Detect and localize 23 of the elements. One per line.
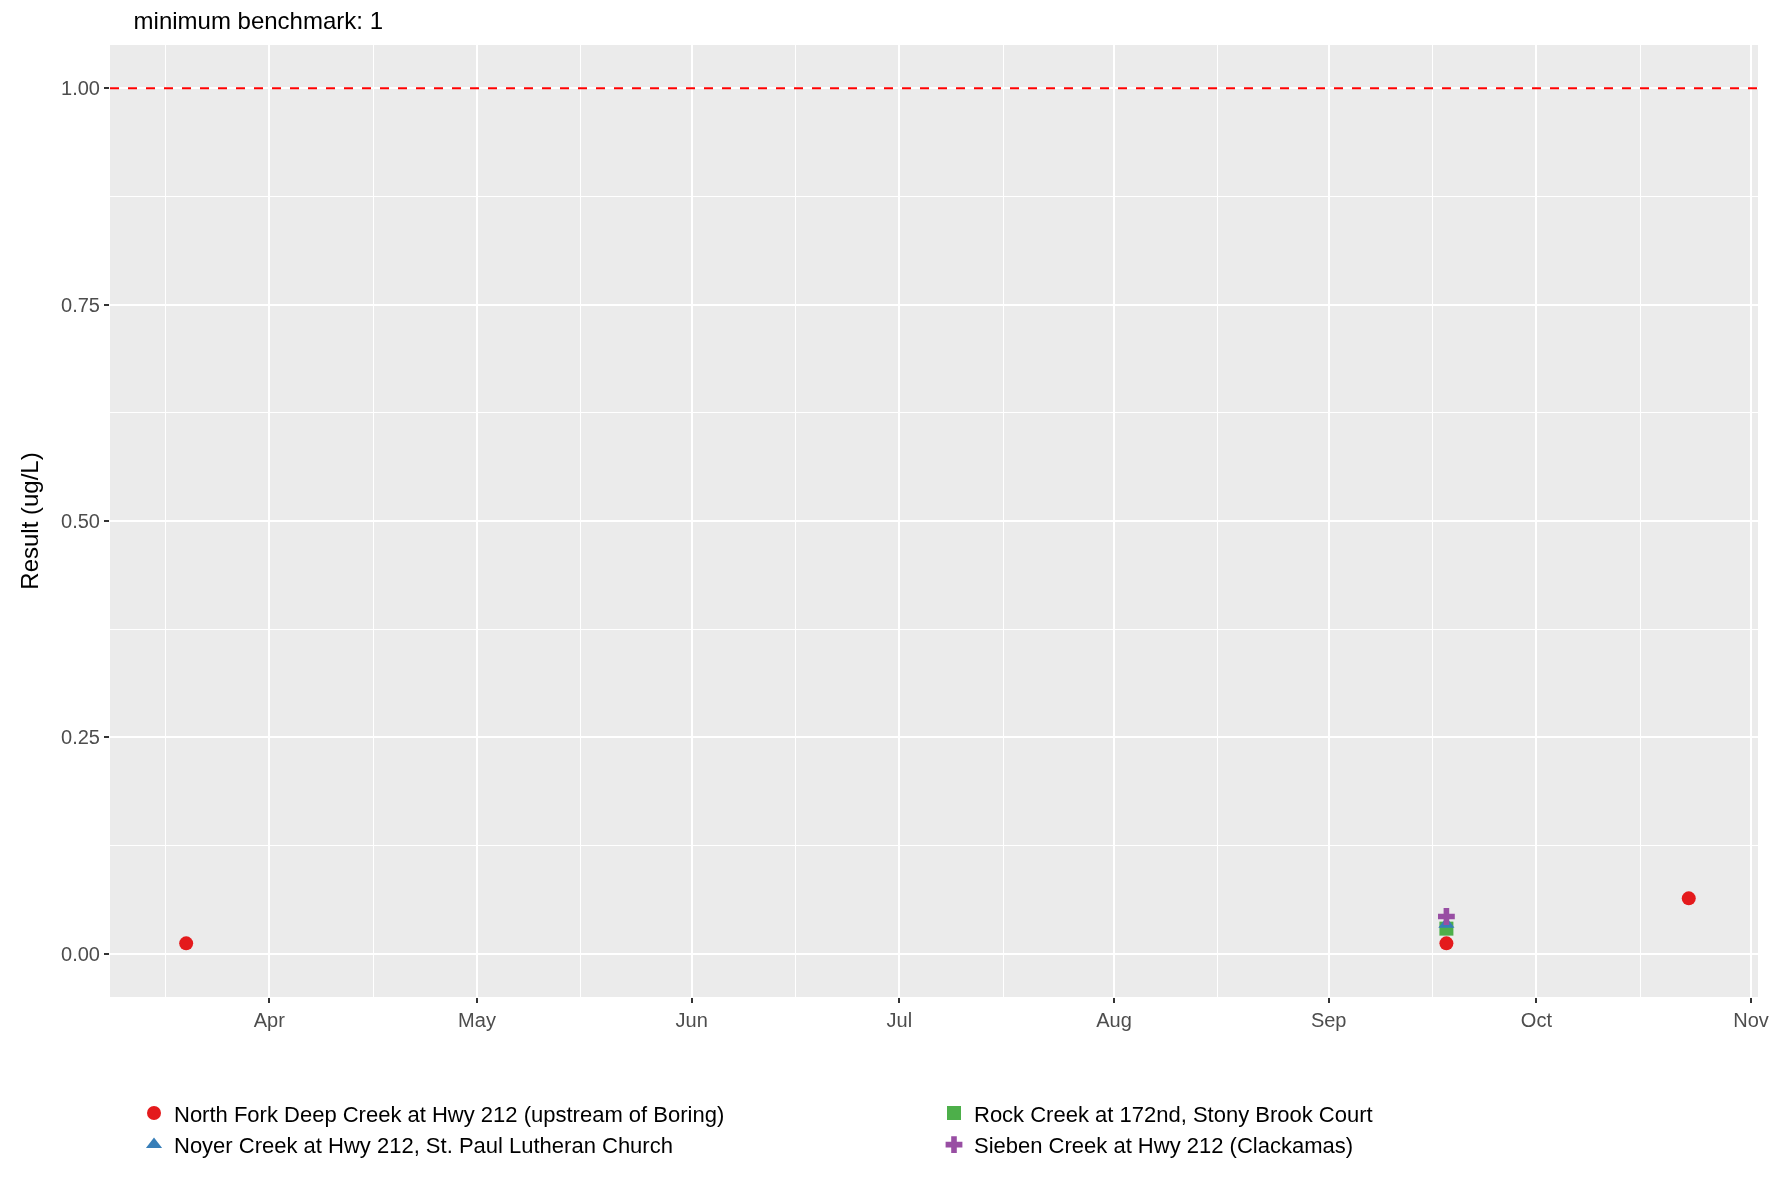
y-tick-label: 0.00 xyxy=(61,942,100,965)
legend-label: North Fork Deep Creek at Hwy 212 (upstream of Boring) xyxy=(174,1101,725,1127)
point xyxy=(1438,908,1455,925)
x-tick-label: Nov xyxy=(1733,1009,1769,1031)
x-tick-label: May xyxy=(458,1009,496,1031)
y-axis-title: Result (ug/L) xyxy=(16,452,44,590)
point xyxy=(1439,936,1454,951)
x-tick-label: Jun xyxy=(675,1009,708,1031)
x-tick-label: Sep xyxy=(1310,1009,1347,1031)
x-tick-label: Jul xyxy=(886,1009,913,1031)
legend-label: Sieben Creek at Hwy 212 (Clackamas) xyxy=(974,1133,1354,1159)
y-tick-label: 0.25 xyxy=(61,726,100,749)
y-tick-label: 0.75 xyxy=(61,293,100,316)
legend-label: Noyer Creek at Hwy 212, St. Paul Lutheran Church xyxy=(174,1133,673,1159)
legend-label: Rock Creek at 172nd, Stony Brook Court xyxy=(974,1101,1373,1127)
point xyxy=(1681,891,1696,906)
y-tick-label: 0.50 xyxy=(61,510,100,532)
y-tick-label: 1.00 xyxy=(61,77,100,100)
point xyxy=(179,936,194,951)
x-tick-label: Apr xyxy=(253,1009,286,1031)
x-tick-label: Aug xyxy=(1096,1009,1132,1031)
x-tick-label: Oct xyxy=(1520,1009,1553,1031)
chart-title: minimum benchmark: 1 xyxy=(133,6,383,34)
